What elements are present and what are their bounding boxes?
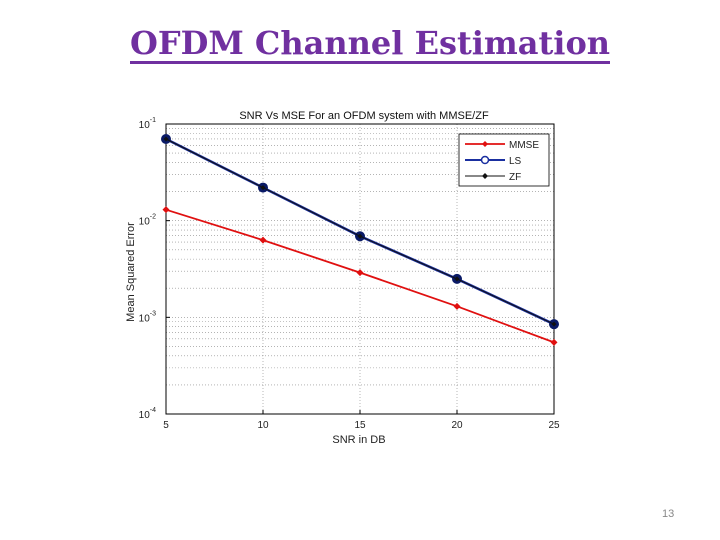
y-axis-title: Mean Squared Error <box>125 222 137 322</box>
mmse-point <box>453 302 461 310</box>
x-tick-label: 10 <box>257 420 269 431</box>
legend-marker-zf <box>482 173 488 179</box>
page-number: 13 <box>662 508 675 520</box>
series-mmse <box>162 206 558 346</box>
y-tick-label: 10-4 <box>139 407 156 421</box>
slide-title: OFDM Channel Estimation <box>130 25 611 65</box>
legend-marker-ls <box>480 155 490 165</box>
series-lines <box>161 133 559 346</box>
legend-marker-mmse <box>482 141 488 147</box>
x-tick-label: 25 <box>548 420 560 431</box>
zf-point <box>551 321 557 327</box>
zf-point <box>163 136 169 142</box>
mmse-point <box>550 338 558 346</box>
x-tick-label: 15 <box>354 420 366 431</box>
y-tick-label: 10-1 <box>139 117 156 131</box>
legend: MMSE LS ZF <box>458 133 550 187</box>
chart-title: SNR Vs MSE For an OFDM system with MMSE/… <box>239 110 489 122</box>
legend-label-mmse: MMSE <box>509 140 539 151</box>
y-tick-label: 10-3 <box>139 310 156 324</box>
zf-point <box>454 276 460 282</box>
grid-lines <box>166 124 554 414</box>
zf-point <box>357 233 363 239</box>
series-zf <box>163 136 557 327</box>
legend-label-ls: LS <box>509 156 522 167</box>
legend-label-zf: ZF <box>509 172 521 183</box>
x-tick-label: 5 <box>163 420 169 431</box>
x-axis-title: SNR in DB <box>332 434 385 446</box>
zf-point <box>260 185 266 191</box>
mmse-point <box>259 236 267 244</box>
axis-ticks: 5 10 15 20 25 10-1 10-2 10-3 10-4 <box>139 117 560 431</box>
mmse-point <box>356 269 364 277</box>
mmse-point <box>162 206 170 214</box>
y-tick-label: 10-2 <box>139 214 156 228</box>
x-tick-label: 20 <box>451 420 463 431</box>
